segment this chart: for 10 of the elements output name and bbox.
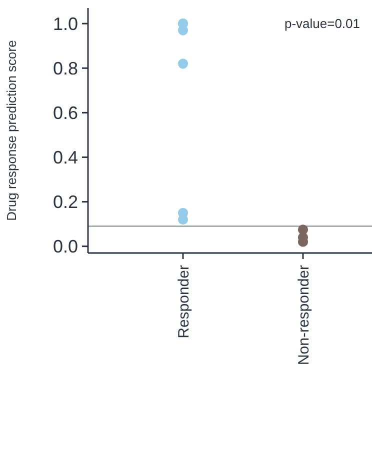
y-tick-label: 0.2 — [52, 192, 78, 212]
y-tick-label: 0.0 — [52, 236, 78, 257]
y-tick-label: 1.0 — [52, 14, 78, 34]
y-axis-title: Drug response prediction score — [4, 40, 19, 221]
x-tick-label: Non-responder — [295, 265, 312, 366]
y-tick-label: 0.6 — [52, 102, 78, 123]
y-tick-label: 0.4 — [52, 148, 78, 168]
annotation: p-value=0.01 — [284, 16, 360, 31]
x-tick-label: Responder — [175, 265, 192, 338]
y-tick-label: 0.8 — [52, 58, 78, 78]
